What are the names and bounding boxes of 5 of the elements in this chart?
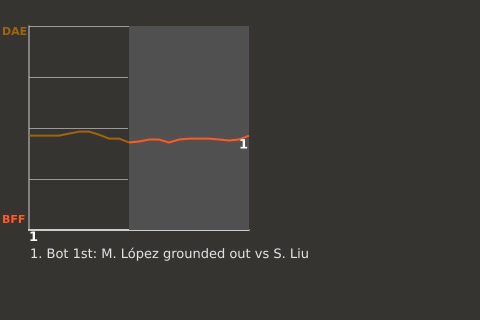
text: 1 xyxy=(29,230,38,245)
text: 1. Bot 1st: M. López grounded out vs S. Liu xyxy=(30,247,309,262)
text: DAE xyxy=(2,25,28,38)
text: BFF xyxy=(2,213,26,226)
annotation: 1 xyxy=(238,137,248,152)
